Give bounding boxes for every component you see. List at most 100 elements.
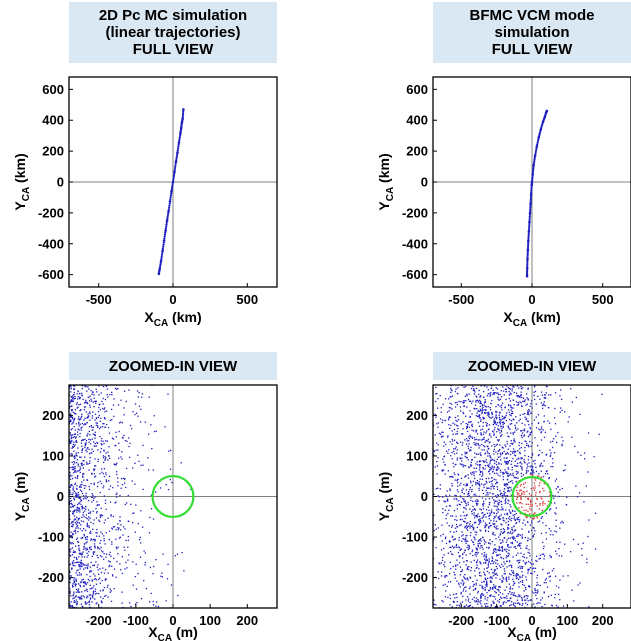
- plot-4-point: [549, 580, 551, 582]
- plot-3-point: [104, 411, 106, 413]
- plot-4-point: [480, 575, 482, 577]
- plot-4-point: [492, 552, 495, 554]
- plot-4-point: [527, 398, 529, 400]
- plot-4-point: [465, 508, 467, 510]
- plot-4-point: [523, 400, 526, 403]
- plot-4-point: [505, 414, 507, 417]
- plot-3-point: [124, 478, 126, 480]
- plot-4-point: [515, 521, 518, 524]
- plot-4-point: [473, 512, 475, 514]
- plot-4-point: [523, 493, 525, 495]
- plot-4-point: [540, 477, 542, 479]
- plot-3-point: [97, 564, 99, 566]
- plot-4-point: [538, 453, 540, 456]
- plot-4-point: [499, 578, 501, 580]
- plot-4-point: [463, 493, 465, 495]
- plot-4-point: [500, 528, 502, 531]
- plot-3-point: [115, 444, 117, 447]
- plot-4-point: [443, 445, 445, 447]
- plot-3-point: [116, 547, 118, 550]
- plot-4-point: [456, 401, 458, 404]
- plot-4-point: [521, 579, 524, 582]
- plot-2-ytick-label: 400: [406, 113, 428, 128]
- plot-3-point: [94, 593, 97, 595]
- plot-4-point: [433, 529, 435, 532]
- plot-3-point: [73, 551, 76, 553]
- plot-1-point: [176, 153, 179, 156]
- plot-4-point: [495, 551, 497, 553]
- plot-4-point: [508, 500, 510, 502]
- plot-4-point: [463, 538, 465, 541]
- plot-4-point: [525, 602, 527, 604]
- plot-2-point: [535, 149, 538, 152]
- plot-3-point: [129, 602, 131, 604]
- plot-3-point: [72, 511, 75, 513]
- plot-4-point: [489, 463, 491, 465]
- plot-3-point: [84, 417, 86, 419]
- plot-4-point: [561, 443, 563, 445]
- plot-3-point: [69, 577, 71, 579]
- plot-4-point: [503, 601, 505, 603]
- plot-3-point: [73, 391, 75, 394]
- plot-2-point: [526, 270, 529, 273]
- plot-4-point: [465, 415, 467, 417]
- plot-3-point: [70, 413, 72, 415]
- plot-4-point: [525, 576, 527, 578]
- plot-4-point: [478, 487, 480, 489]
- plot-3-point: [104, 578, 107, 580]
- plot-4-point: [498, 463, 500, 465]
- plot-4-point: [434, 466, 436, 468]
- plot-4-point: [481, 439, 483, 441]
- plot-3-point: [80, 581, 82, 583]
- plot-3-point: [115, 388, 118, 390]
- plot-4-point: [478, 414, 480, 416]
- plot-4-point: [471, 437, 474, 439]
- plot-4-point: [479, 444, 481, 447]
- plot-3-point: [92, 593, 95, 595]
- plot-4-point: [458, 539, 460, 541]
- plot-3-point: [77, 596, 79, 598]
- plot-4-point: [510, 519, 512, 522]
- plot-4-point: [513, 574, 515, 577]
- plot-3-point: [93, 538, 95, 540]
- plot-4-point: [549, 455, 551, 457]
- plot-4-point: [518, 507, 520, 509]
- plot-4-point: [524, 586, 527, 589]
- plot-2-ytick-label: 0: [421, 175, 428, 190]
- plot-4-point: [511, 528, 513, 531]
- plot-4-point: [459, 524, 461, 527]
- plot-3-point: [109, 591, 111, 593]
- plot-3-point: [91, 438, 93, 440]
- plot-4-point: [508, 418, 511, 421]
- plot-4-point: [531, 472, 533, 474]
- plot-4-point: [535, 491, 537, 494]
- plot-4-point: [533, 489, 536, 491]
- plot-4-point: [556, 441, 558, 444]
- plot-4-point: [511, 542, 514, 545]
- plot-4-point: [441, 540, 443, 542]
- plot-4-point: [478, 495, 480, 498]
- plot-3-point: [91, 501, 93, 503]
- plot-4-point: [471, 549, 474, 551]
- plot-4-point: [465, 524, 468, 527]
- plot-4-point: [469, 436, 471, 438]
- plot-4-point: [456, 420, 458, 423]
- plot-4-point: [510, 593, 512, 595]
- plot-4-point: [484, 468, 486, 470]
- plot-4-point: [455, 433, 457, 435]
- plot-4-point: [521, 566, 523, 568]
- plot-4-point: [517, 450, 519, 452]
- plot-4-point: [521, 405, 523, 408]
- plot-3-point: [90, 538, 92, 540]
- plot-4-point: [465, 427, 468, 430]
- plot-4-point: [517, 477, 519, 479]
- plot-4-point: [495, 538, 497, 540]
- plot-4-point: [484, 526, 486, 529]
- plot-3-point: [83, 507, 85, 509]
- plot-4-point: [466, 522, 468, 524]
- plot-4-point: [478, 469, 481, 471]
- plot-4-point: [516, 574, 518, 576]
- plot-4-point: [531, 454, 534, 456]
- plot-4-point: [536, 581, 538, 584]
- plot-4-point: [482, 520, 485, 522]
